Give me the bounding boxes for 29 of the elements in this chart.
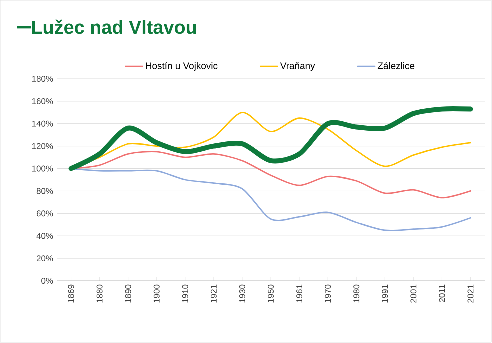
x-tick-label: 2001: [410, 284, 417, 303]
y-tick-label: 100%: [32, 166, 54, 172]
x-tick-label: 1930: [239, 284, 246, 303]
y-tick-label: 160%: [32, 98, 54, 104]
x-tick-label: 1970: [325, 284, 332, 303]
y-tick-label: 0%: [42, 278, 54, 284]
x-tick-label: 1991: [382, 284, 388, 303]
x-tick-label: 1910: [182, 284, 188, 303]
x-tick-label: 2021: [468, 284, 474, 303]
y-tick-label: 60%: [36, 210, 54, 217]
x-tick-label: 1921: [210, 284, 217, 303]
legend-label: Hostín u Vojkovic: [146, 62, 218, 72]
x-tick-label: 1890: [125, 284, 132, 303]
y-tick-label: 80%: [36, 188, 54, 194]
y-tick-label: 40%: [36, 233, 54, 240]
y-tick-label: 120%: [32, 143, 54, 150]
legend-label: Zálezlice: [378, 62, 415, 70]
chart-title: Lužec nad Vltavou: [32, 20, 196, 34]
legend-label: Vraňany: [280, 62, 316, 72]
y-tick-label: 180%: [32, 76, 54, 82]
x-tick-label: 1869: [68, 284, 74, 303]
x-tick-label: 1900: [154, 284, 160, 303]
x-tick-label: 1980: [354, 284, 360, 303]
y-tick-label: 140%: [32, 120, 54, 127]
x-tick-label: 2011: [439, 284, 446, 302]
y-tick-label: 20%: [36, 256, 54, 262]
x-tick-label: 1880: [96, 284, 103, 303]
x-tick-label: 1950: [268, 284, 274, 303]
x-tick-label: 1961: [296, 284, 303, 303]
